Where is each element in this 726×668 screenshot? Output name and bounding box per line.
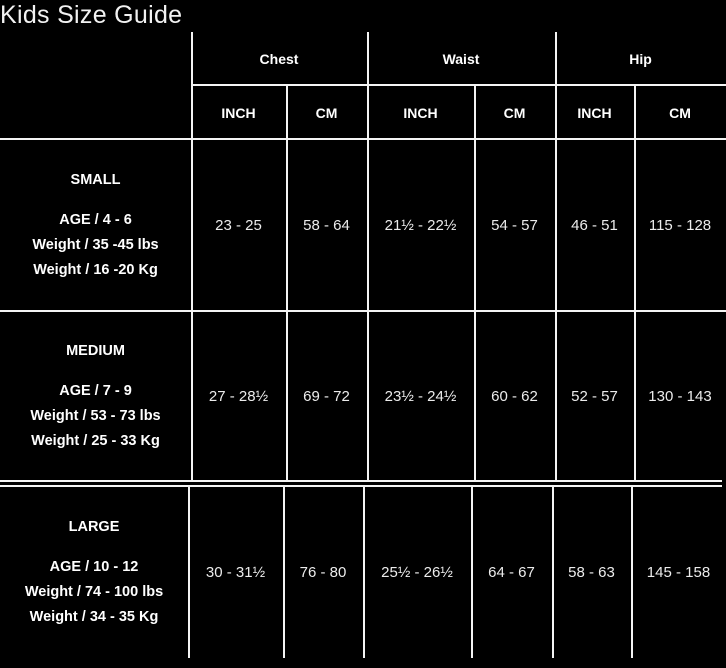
measurement-cell: 145 - 158	[646, 564, 711, 581]
column-divider	[552, 487, 554, 658]
measurement-cell: 64 - 67	[488, 564, 535, 581]
column-divider	[471, 487, 473, 658]
column-divider	[286, 139, 288, 481]
size-label-cell: SMALL AGE / 4 - 6 Weight / 35 -45 lbs Weigh…	[0, 139, 191, 311]
size-detail: Weight / 16 -20 Kg	[33, 261, 158, 278]
measurement-cell: 46 - 51	[571, 216, 618, 234]
measurement-cell: 23 - 25	[215, 216, 262, 234]
column-divider	[367, 139, 369, 481]
measurement-cell: 27 - 28½	[208, 387, 269, 405]
size-detail: Weight / 34 - 35 Kg	[29, 609, 159, 625]
page-title: Kids Size Guide	[0, 1, 183, 29]
measurement-cell: 21½ - 22½	[384, 216, 457, 234]
unit-header: INCH	[577, 104, 612, 121]
header-divider	[634, 85, 636, 139]
measurement-cell: 54 - 57	[491, 216, 538, 234]
column-divider	[188, 487, 190, 658]
size-name: SMALL	[70, 171, 121, 188]
size-detail: AGE / 10 - 12	[49, 559, 139, 575]
column-divider	[474, 139, 476, 481]
unit-header: CM	[315, 104, 338, 121]
measurement-cell: 52 - 57	[571, 387, 618, 405]
column-divider	[363, 487, 365, 658]
unit-header: CM	[669, 104, 691, 121]
size-detail: AGE / 4 - 6	[59, 211, 132, 228]
column-group-header: Chest	[259, 50, 299, 67]
unit-header: INCH	[403, 104, 438, 121]
column-divider	[191, 139, 193, 481]
header-rule	[191, 84, 726, 86]
measurement-cell: 69 - 72	[303, 387, 350, 405]
header-divider	[474, 85, 476, 139]
unit-header: CM	[503, 104, 526, 121]
measurement-cell: 76 - 80	[299, 564, 347, 581]
measurement-cell: 30 - 31½	[205, 564, 266, 581]
size-name: MEDIUM	[66, 342, 125, 359]
column-group-header: Waist	[442, 50, 480, 67]
size-detail: Weight / 25 - 33 Kg	[31, 432, 160, 449]
row-rule	[0, 138, 726, 140]
measurement-cell: 25½ - 26½	[381, 564, 453, 581]
column-group-header: Hip	[629, 50, 652, 67]
size-name: LARGE	[68, 519, 120, 535]
header-divider	[286, 85, 288, 139]
column-divider	[283, 487, 285, 658]
unit-header: INCH	[221, 104, 256, 121]
measurement-cell: 23½ - 24½	[384, 387, 457, 405]
row-rule	[0, 480, 722, 482]
size-detail: Weight / 74 - 100 lbs	[24, 584, 164, 600]
size-label-cell: MEDIUM AGE / 7 - 9 Weight / 53 - 73 lbs Wei…	[0, 311, 191, 481]
column-divider	[555, 139, 557, 481]
measurement-cell: 115 - 128	[648, 216, 712, 234]
row-rule	[0, 310, 726, 312]
size-detail: Weight / 35 -45 lbs	[32, 236, 159, 253]
measurement-cell: 58 - 63	[568, 564, 615, 581]
measurement-cell: 130 - 143	[648, 387, 712, 405]
measurement-cell: 60 - 62	[491, 387, 538, 405]
size-label-cell: LARGE AGE / 10 - 12 Weight / 74 - 100 lbs W…	[0, 487, 188, 658]
column-divider	[631, 487, 633, 658]
column-divider	[634, 139, 636, 481]
measurement-cell: 58 - 64	[303, 216, 350, 234]
size-detail: Weight / 53 - 73 lbs	[30, 407, 161, 424]
row-rule	[0, 485, 722, 487]
size-detail: AGE / 7 - 9	[59, 382, 132, 399]
